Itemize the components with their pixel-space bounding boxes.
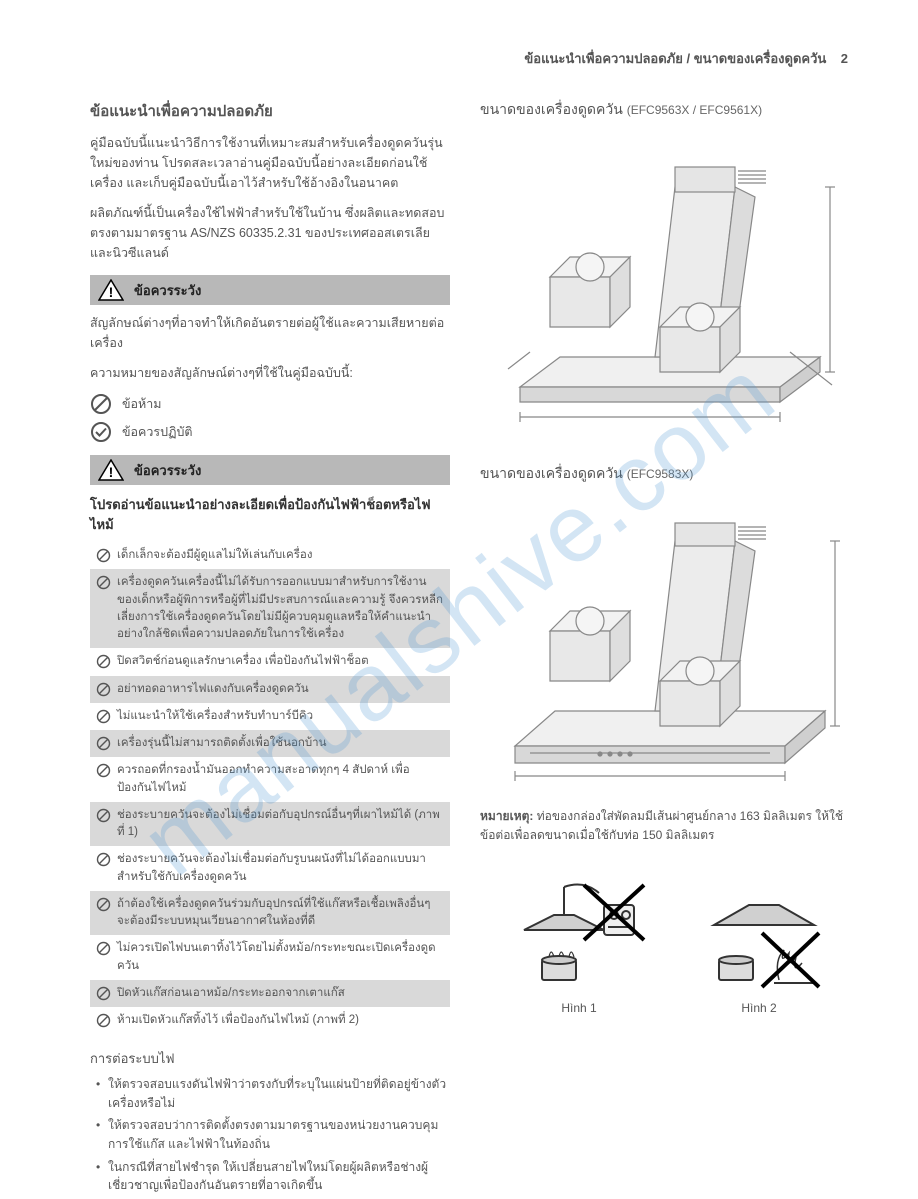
fig1-label: Hình 1 (504, 1001, 654, 1015)
check-circle-icon (90, 421, 112, 443)
prohibit-item: ช่องระบายควันจะต้องไม่เชื่อมต่อกับอุปกรณ… (90, 802, 450, 847)
left-column: ข้อแนะนำเพื่อความปลอดภัย คู่มือฉบับนี้แน… (90, 99, 450, 1199)
prohibit-icon (90, 393, 112, 415)
intro-p2: ผลิตภัณฑ์นี้เป็นเครื่องใช้ไฟฟ้าสำหรับใช้… (90, 203, 450, 263)
dim2-models: (EFC9583X) (627, 467, 694, 481)
prohibit-item: ไม่ควรเปิดไฟบนเตาทิ้งไว้โดยไม่ตั้งหม้อ/ก… (90, 935, 450, 980)
hood-diagram-1 (480, 127, 858, 447)
svg-text:!: ! (109, 284, 114, 300)
svg-text:!: ! (109, 464, 114, 480)
electrical-bullets: ให้ตรวจสอบแรงดันไฟฟ้าว่าตรงกับที่ระบุในแ… (90, 1075, 450, 1195)
prohibit-text: ปิดหัวแก๊สก่อนเอาหม้อ/กระทะออกจากเตาแก๊ส (117, 985, 345, 1002)
figures: Hình 1 H (480, 875, 858, 1015)
figure-2: Hình 2 (684, 875, 834, 1015)
prohibit-icon (96, 852, 111, 867)
electrical-heading: การต่อระบบไฟ (90, 1048, 450, 1069)
right-column: ขนาดของเครื่องดูดควัน (EFC9563X / EFC956… (480, 99, 858, 1199)
prohibit-item: ไม่แนะนำให้ใช้เครื่องสำหรับทำบาร์บีคิว (90, 703, 450, 730)
hood-diagram-2 (480, 491, 858, 791)
prohibit-text: ไม่แนะนำให้ใช้เครื่องสำหรับทำบาร์บีคิว (117, 708, 313, 725)
prohibit-icon (96, 808, 111, 823)
prohibit-item: เครื่องดูดควันเครื่องนี้ไม่ได้รับการออกแ… (90, 569, 450, 648)
legend-must-label: ข้อควรปฏิบัติ (122, 422, 193, 442)
read-note: โปรดอ่านข้อแนะนำอย่างละเอียดเพื่อป้องกัน… (90, 495, 450, 534)
prohibit-list: เด็กเล็กจะต้องมีผู้ดูแลไม่ให้เล่นกับเครื… (90, 542, 450, 1034)
prohibit-item: ปิดหัวแก๊สก่อนเอาหม้อ/กระทะออกจากเตาแก๊ส (90, 980, 450, 1007)
prohibit-text: อย่าทอดอาหารไฟแดงกับเครื่องดูดควัน (117, 681, 309, 698)
prohibit-item: ห้ามเปิดหัวแก๊สทิ้งไว้ เพื่อป้องกันไฟไหม… (90, 1007, 450, 1034)
symbols-p1: สัญลักษณ์ต่างๆที่อาจทำให้เกิดอันตรายต่อผ… (90, 313, 450, 353)
note: หมายเหตุ: ท่อของกล่องใส่พัดลมมีเส้นผ่าศู… (480, 807, 858, 845)
prohibit-text: เครื่องรุ่นนี้ไม่สามารถติดตั้งเพื่อใช้นอ… (117, 735, 326, 752)
page-header: ข้อแนะนำเพื่อความปลอดภัย / ขนาดของเครื่อ… (90, 48, 858, 69)
prohibit-item: ช่องระบายควันจะต้องไม่เชื่อมต่อกับรูบนผน… (90, 846, 450, 891)
legend-prohibit: ข้อห้าม (90, 393, 450, 415)
electrical-bullet: ให้ตรวจสอบแรงดันไฟฟ้าว่าตรงกับที่ระบุในแ… (96, 1075, 450, 1112)
prohibit-item: ปิดสวิตช์ก่อนดูแลรักษาเครื่อง เพื่อป้องก… (90, 648, 450, 675)
legend-prohibit-label: ข้อห้าม (122, 394, 162, 414)
prohibit-item: เด็กเล็กจะต้องมีผู้ดูแลไม่ให้เล่นกับเครื… (90, 542, 450, 569)
prohibit-text: ปิดสวิตช์ก่อนดูแลรักษาเครื่อง เพื่อป้องก… (117, 653, 369, 670)
prohibit-item: อย่าทอดอาหารไฟแดงกับเครื่องดูดควัน (90, 676, 450, 703)
prohibit-icon (96, 1013, 111, 1028)
prohibit-icon (96, 941, 111, 956)
prohibit-text: ควรถอดที่กรองน้ำมันออกทำความสะอาดทุกๆ 4 … (117, 762, 444, 797)
dim1-title: ขนาดของเครื่องดูดควัน (EFC9563X / EFC956… (480, 99, 858, 121)
prohibit-icon (96, 986, 111, 1001)
prohibit-text: ช่องระบายควันจะต้องไม่เชื่อมต่อกับรูบนผน… (117, 851, 444, 886)
caution-label-2: ข้อควรระวัง (134, 460, 201, 481)
header-text: ข้อแนะนำเพื่อความปลอดภัย / ขนาดของเครื่อ… (524, 51, 826, 66)
fig2-label: Hình 2 (684, 1001, 834, 1015)
prohibit-text: เครื่องดูดควันเครื่องนี้ไม่ได้รับการออกแ… (117, 574, 444, 643)
warning-triangle-icon: ! (98, 279, 124, 301)
caution-bar-2: ! ข้อควรระวัง (90, 455, 450, 485)
prohibit-item: ถ้าต้องใช้เครื่องดูดควันร่วมกับอุปกรณ์ที… (90, 891, 450, 936)
prohibit-text: ไม่ควรเปิดไฟบนเตาทิ้งไว้โดยไม่ตั้งหม้อ/ก… (117, 940, 444, 975)
prohibit-text: ห้ามเปิดหัวแก๊สทิ้งไว้ เพื่อป้องกันไฟไหม… (117, 1012, 359, 1029)
dim2-title: ขนาดของเครื่องดูดควัน (EFC9583X) (480, 463, 858, 485)
electrical-bullet: ในกรณีที่สายไฟชำรุด ให้เปลี่ยนสายไฟใหม่โ… (96, 1158, 450, 1195)
caution-label-1: ข้อควรระวัง (134, 280, 201, 301)
prohibit-icon (96, 709, 111, 724)
prohibit-icon (96, 736, 111, 751)
electrical-bullet: ให้ตรวจสอบว่าการติดตั้งตรงตามมาตรฐานของห… (96, 1116, 450, 1153)
prohibit-icon (96, 897, 111, 912)
prohibit-text: ถ้าต้องใช้เครื่องดูดควันร่วมกับอุปกรณ์ที… (117, 896, 444, 931)
symbols-p2: ความหมายของสัญลักษณ์ต่างๆที่ใช้ในคู่มือฉ… (90, 363, 450, 383)
dim1-models: (EFC9563X / EFC9561X) (627, 103, 762, 117)
prohibit-item: ควรถอดที่กรองน้ำมันออกทำความสะอาดทุกๆ 4 … (90, 757, 450, 802)
prohibit-icon (96, 548, 111, 563)
caution-bar-1: ! ข้อควรระวัง (90, 275, 450, 305)
prohibit-item: เครื่องรุ่นนี้ไม่สามารถติดตั้งเพื่อใช้นอ… (90, 730, 450, 757)
prohibit-icon (96, 763, 111, 778)
warning-triangle-icon: ! (98, 459, 124, 481)
figure-1: Hình 1 (504, 875, 654, 1015)
page-number: 2 (841, 51, 848, 66)
intro-p1: คู่มือฉบับนี้แนะนำวิธีการใช้งานที่เหมาะส… (90, 133, 450, 193)
prohibit-text: ช่องระบายควันจะต้องไม่เชื่อมต่อกับอุปกรณ… (117, 807, 444, 842)
prohibit-icon (96, 575, 111, 590)
prohibit-icon (96, 654, 111, 669)
prohibit-text: เด็กเล็กจะต้องมีผู้ดูแลไม่ให้เล่นกับเครื… (117, 547, 312, 564)
prohibit-icon (96, 682, 111, 697)
safety-title: ข้อแนะนำเพื่อความปลอดภัย (90, 99, 450, 123)
legend-must: ข้อควรปฏิบัติ (90, 421, 450, 443)
